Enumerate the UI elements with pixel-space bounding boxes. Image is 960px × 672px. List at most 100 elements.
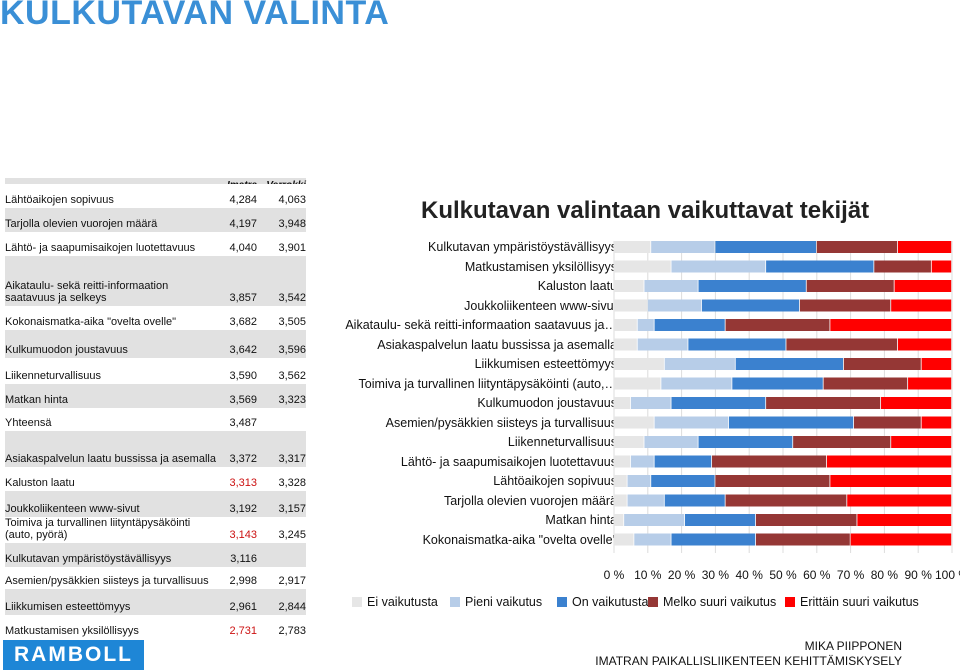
- page-title: KULKUTAVAN VALINTA: [0, 0, 390, 32]
- bar-segment: [671, 397, 766, 409]
- x-tick-label: 0 %: [603, 568, 625, 582]
- table-row: Lähtöaikojen sopivuus 4,284 4,063: [5, 184, 306, 208]
- bar-segment: [644, 436, 698, 448]
- category-label: Toimiva ja turvallinen liityntäpysäköint…: [358, 376, 617, 391]
- bar-segment: [806, 280, 894, 292]
- legend-label: Ei vaikutusta: [367, 595, 438, 609]
- legend-label: Pieni vaikutus: [465, 595, 543, 609]
- verrokki-value: 3,901: [278, 242, 306, 254]
- table-row: Matkan hinta 3,569 3,323: [5, 384, 306, 408]
- x-tick-label: 10 %: [634, 568, 662, 582]
- row-label: Lähtö- ja saapumisaikojen luotettavuus: [5, 242, 196, 254]
- row-label: Kulkutavan ympäristöystävällisyys: [5, 553, 172, 565]
- row-label: Yhteensä: [5, 417, 52, 429]
- row-label: Liikenneturvallisuus: [5, 370, 101, 382]
- x-tick-label: 80 %: [870, 568, 899, 582]
- imatra-value: 3,487: [229, 417, 257, 429]
- category-label: Lähtöaikojen sopivuus: [493, 474, 617, 488]
- verrokki-value: 3,157: [278, 503, 306, 515]
- bar-segment: [688, 338, 786, 351]
- legend-item: Erittäin suuri vaikutus: [785, 594, 919, 610]
- bar-segment: [627, 475, 651, 487]
- survey-name: IMATRAN PAIKALLISLIIKENTEEN KEHITTÄMISKY…: [595, 654, 902, 668]
- verrokki-value: 3,948: [278, 218, 306, 230]
- imatra-value: 3,642: [229, 344, 257, 356]
- bar-segment: [897, 338, 952, 351]
- bar-segment: [614, 377, 661, 390]
- verrokki-value: 2,783: [278, 625, 306, 637]
- bar-segment: [830, 319, 952, 331]
- bar-segment: [614, 455, 631, 468]
- bar-segment: [766, 260, 874, 273]
- x-tick-label: 50 %: [769, 568, 797, 582]
- category-label: Aikataulu- sekä reitti-informaation saat…: [345, 318, 617, 332]
- row-label: Aikataulu- sekä reitti-informaation saat…: [5, 280, 169, 304]
- imatra-value: 3,372: [229, 453, 257, 465]
- legend-label: Erittäin suuri vaikutus: [800, 595, 919, 609]
- verrokki-value: 3,328: [278, 477, 306, 489]
- bar-segment: [715, 475, 830, 487]
- table-row: Kaluston laatu 3,313 3,328: [5, 467, 306, 491]
- table-row: Yhteensä 3,487: [5, 408, 306, 431]
- bar-segment: [614, 397, 631, 409]
- bar-segment: [671, 260, 766, 273]
- bar-segment: [830, 475, 952, 487]
- bar-segment: [664, 358, 735, 370]
- bar-segment: [853, 416, 921, 429]
- bar-segment: [799, 299, 891, 312]
- imatra-value: 3,116: [230, 553, 257, 565]
- bar-segment: [793, 436, 891, 448]
- imatra-value: 2,961: [229, 601, 257, 613]
- bar-segment: [755, 514, 857, 526]
- row-label: Asemien/pysäkkien siisteys ja turvallisu…: [5, 575, 209, 587]
- verrokki-value: 3,505: [278, 316, 306, 328]
- bar-segment: [647, 299, 702, 312]
- row-label: Matkan hinta: [5, 394, 68, 406]
- legend-item: Pieni vaikutus: [450, 594, 542, 610]
- category-labels: Kulkutavan ympäristöystävällisyys Matkust…: [317, 182, 617, 626]
- bar-segment: [850, 533, 952, 546]
- legend-item: Melko suuri vaikutus: [648, 594, 776, 610]
- bar-segment: [651, 475, 715, 487]
- bar-segment: [921, 358, 952, 370]
- verrokki-value: 3,317: [278, 453, 306, 465]
- bar-segment: [931, 260, 952, 273]
- bar-segment: [857, 514, 952, 526]
- row-label: Kaluston laatu: [5, 477, 75, 489]
- row-label: Matkustamisen yksilöllisyys: [5, 625, 139, 637]
- chart-plot-area: [613, 241, 953, 553]
- bar-segment: [732, 377, 823, 390]
- bar-segment: [735, 358, 844, 370]
- verrokki-value: 3,323: [278, 394, 306, 406]
- bar-segment: [614, 494, 627, 507]
- row-label: Tarjolla olevien vuorojen määrä: [5, 218, 158, 230]
- bar-segment: [881, 397, 952, 409]
- imatra-value: 3,590: [229, 370, 257, 382]
- bar-segment: [634, 533, 671, 546]
- bar-segment: [661, 377, 732, 390]
- imatra-value: 4,197: [229, 218, 257, 230]
- x-tick-label: 40 %: [735, 568, 763, 582]
- bar-segment: [891, 299, 952, 312]
- bar-segment: [630, 397, 671, 409]
- table-row: Matkustamisen yksilöllisyys 2,731 2,783: [5, 615, 306, 639]
- legend-swatch: [648, 597, 658, 607]
- bar-segment: [826, 455, 952, 468]
- legend-item: Ei vaikutusta: [352, 594, 438, 610]
- category-label: Matkan hinta: [545, 513, 617, 527]
- bar-segment: [654, 455, 712, 468]
- bar-segment: [664, 494, 725, 507]
- bar-segment: [712, 455, 827, 468]
- bar-segment: [816, 241, 898, 253]
- chart-title: Kulkutavan valintaan vaikuttavat tekijät: [421, 197, 870, 224]
- category-label: Kaluston laatu: [537, 279, 617, 293]
- legend-label: On vaikutusta: [572, 595, 649, 609]
- bar-segment: [614, 260, 671, 273]
- category-label: Asemien/pysäkkien siisteys ja turvallisu…: [385, 415, 617, 430]
- category-label: Matkustamisen yksilöllisyys: [464, 259, 617, 274]
- imatra-value: 3,143: [229, 529, 257, 541]
- imatra-value: 3,192: [229, 503, 257, 515]
- category-label: Tarjolla olevien vuorojen määrä: [443, 493, 617, 508]
- table-row: Toimiva ja turvallinen liityntäpysäköint…: [5, 517, 306, 543]
- x-tick-label: 100 %: [934, 568, 960, 582]
